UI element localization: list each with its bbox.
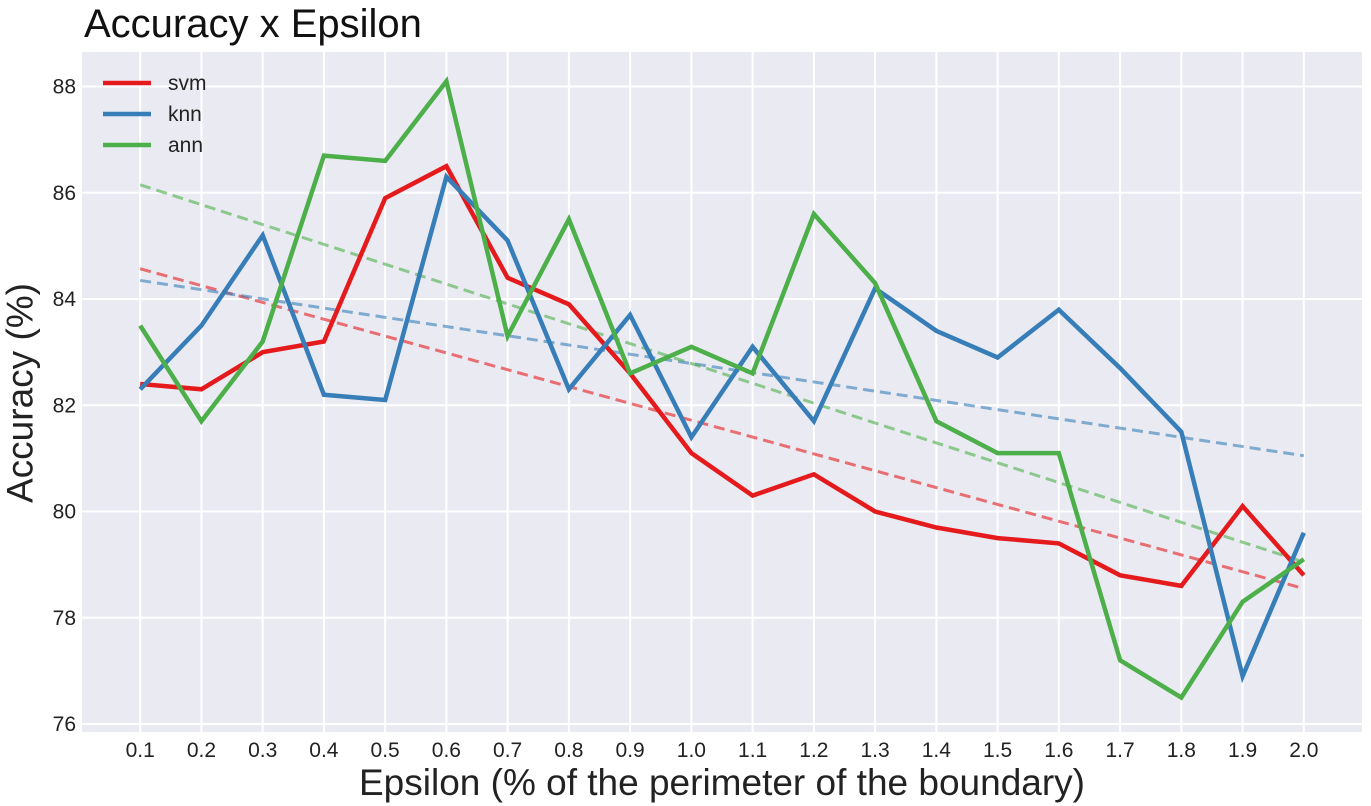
legend-label-svm: svm xyxy=(168,72,207,95)
x-tick-label: 1.7 xyxy=(1105,739,1134,762)
y-tick-label: 82 xyxy=(53,394,76,417)
x-tick-label: 0.1 xyxy=(126,739,155,762)
x-tick-label: 0.2 xyxy=(187,739,216,762)
knn-trend-line xyxy=(139,278,1305,458)
x-tick-label: 1.2 xyxy=(799,739,828,762)
x-tick-label: 2.0 xyxy=(1289,739,1318,762)
x-tick-label: 1.1 xyxy=(738,739,767,762)
y-tick-label: 88 xyxy=(53,76,76,99)
y-tick-label: 80 xyxy=(53,501,76,524)
x-tick-label: 1.0 xyxy=(677,739,706,762)
y-tick-label: 78 xyxy=(53,607,76,630)
ann-series-line xyxy=(138,76,1306,701)
y-tick-label: 86 xyxy=(53,182,76,205)
x-tick-label: 0.9 xyxy=(616,739,645,762)
series-lines xyxy=(138,76,1306,701)
x-tick-label: 0.6 xyxy=(432,739,461,762)
x-tick-label: 1.8 xyxy=(1167,739,1196,762)
x-tick-label: 1.6 xyxy=(1044,739,1073,762)
x-tick-label: 1.4 xyxy=(922,739,952,762)
x-tick-label: 0.5 xyxy=(371,739,400,762)
svm-trend-line xyxy=(139,267,1305,591)
tick-labels: 0.1 0.2 0.3 0.4 0.5 0.6 0.7 0.8 0.9 1.0 1.1 1.2 1.3 1… xyxy=(53,76,1319,762)
svm-series-line xyxy=(140,163,1306,589)
x-tick-label: 0.8 xyxy=(554,739,583,762)
x-tick-label: 1.9 xyxy=(1228,739,1257,762)
x-axis-label: Epsilon (% of the perimeter of the bound… xyxy=(359,762,1085,803)
x-tick-label: 0.3 xyxy=(248,739,277,762)
x-tick-label: 1.5 xyxy=(983,739,1012,762)
x-tick-label: 1.3 xyxy=(861,739,890,762)
y-tick-label: 76 xyxy=(53,713,76,736)
trend-lines xyxy=(139,183,1305,591)
knn-series-line xyxy=(138,172,1306,684)
legend: svm knn ann xyxy=(103,72,207,157)
chart-title: Accuracy x Epsilon xyxy=(84,2,422,46)
legend-label-ann: ann xyxy=(168,134,203,157)
y-tick-label: 84 xyxy=(53,288,77,311)
x-tick-label: 0.4 xyxy=(309,739,339,762)
legend-label-knn: knn xyxy=(168,103,202,126)
x-tick-label: 0.7 xyxy=(493,739,522,762)
